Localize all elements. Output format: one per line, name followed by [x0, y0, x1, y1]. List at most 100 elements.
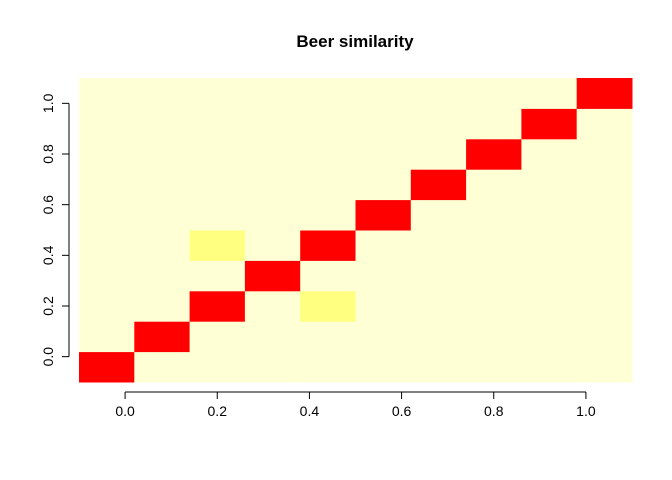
heatmap-cell — [244, 108, 301, 140]
heatmap-cell — [355, 321, 412, 353]
axes: 0.0 0.2 0.4 0.6 0.8 1.0 0.0 0.2 0.4 0.6 0.8 1.0 — [40, 93, 596, 419]
heatmap-cell — [300, 169, 356, 201]
heatmap-cell — [189, 321, 246, 353]
heatmap-cell — [189, 169, 246, 201]
heatmap-cell — [244, 169, 301, 201]
heatmap-cell — [79, 290, 135, 322]
heatmap-cell — [189, 199, 246, 231]
heatmap-cell — [521, 108, 578, 140]
heatmap-cell — [355, 108, 412, 140]
heatmap-cell — [79, 78, 135, 109]
heatmap-cell — [189, 260, 246, 292]
x-tick-label: 0.6 — [392, 403, 412, 419]
heatmap-cell — [521, 78, 578, 109]
heatmap-cell — [79, 108, 135, 140]
heatmap-cell — [410, 351, 467, 383]
heatmap-cell — [410, 321, 467, 353]
heatmap-cell — [355, 351, 412, 383]
heatmap-cell — [466, 321, 522, 353]
chart-title: Beer similarity — [296, 32, 414, 51]
heatmap-cell — [355, 199, 412, 231]
heatmap-cell — [410, 108, 467, 140]
heatmap-cell — [134, 199, 191, 231]
x-tick-label: 0.8 — [484, 403, 504, 419]
heatmap-cell — [410, 290, 467, 322]
x-tick-label: 1.0 — [576, 403, 596, 419]
heatmap-cell — [466, 169, 522, 201]
heatmap-cell — [79, 138, 135, 170]
heatmap-cell — [134, 138, 191, 170]
heatmap-cell — [355, 78, 412, 109]
heatmap-cell — [134, 108, 191, 140]
heatmap-cell — [79, 351, 135, 383]
heatmap-cell — [410, 78, 467, 109]
y-tick-label: 0.2 — [40, 296, 56, 316]
heatmap-cell — [300, 138, 356, 170]
heatmap-cell — [244, 260, 301, 292]
heatmap-cell — [576, 321, 633, 353]
heatmap-cell — [521, 290, 578, 322]
heatmap-cell — [244, 199, 301, 231]
x-tick-label: 0.4 — [300, 403, 320, 419]
heatmap-cell — [300, 230, 356, 261]
heatmap-cell — [576, 351, 633, 383]
heatmap-cell — [189, 138, 246, 170]
heatmap-cell — [300, 108, 356, 140]
heatmap-cell — [134, 321, 191, 353]
heatmap-cell — [576, 290, 633, 322]
heatmap-cell — [79, 260, 135, 292]
heatmap-cell — [300, 351, 356, 383]
heatmap-cell — [410, 230, 467, 261]
heatmap-cell — [79, 169, 135, 201]
heatmap-cell — [466, 138, 522, 170]
heatmap-cell — [521, 321, 578, 353]
heatmap-cell — [576, 230, 633, 261]
heatmap-cell — [189, 230, 246, 261]
heatmap-cell — [521, 138, 578, 170]
heatmap-cell — [576, 138, 633, 170]
heatmap-cell — [410, 138, 467, 170]
heatmap-cell — [300, 78, 356, 109]
heatmap-cell — [189, 351, 246, 383]
heatmap-cells — [79, 78, 633, 383]
heatmap-cell — [79, 230, 135, 261]
heatmap-cell — [466, 351, 522, 383]
heatmap-cell — [189, 78, 246, 109]
heatmap-cell — [134, 260, 191, 292]
heatmap-cell — [244, 230, 301, 261]
heatmap-cell — [355, 260, 412, 292]
heatmap-cell — [355, 290, 412, 322]
heatmap-cell — [355, 138, 412, 170]
heatmap-cell — [300, 260, 356, 292]
heatmap-cell — [466, 290, 522, 322]
heatmap-cell — [189, 108, 246, 140]
heatmap-cell — [244, 78, 301, 109]
y-tick-label: 0.8 — [40, 144, 56, 164]
heatmap-cell — [576, 108, 633, 140]
heatmap-cell — [576, 78, 633, 109]
y-tick-label: 1.0 — [40, 93, 56, 113]
heatmap-cell — [410, 199, 467, 231]
heatmap-cell — [466, 260, 522, 292]
heatmap-cell — [521, 230, 578, 261]
heatmap-cell — [410, 169, 467, 201]
heatmap-cell — [134, 230, 191, 261]
heatmap-cell — [244, 351, 301, 383]
heatmap-cell — [244, 138, 301, 170]
heatmap-cell — [576, 199, 633, 231]
heatmap-cell — [134, 169, 191, 201]
heatmap-cell — [521, 199, 578, 231]
heatmap-cell — [300, 321, 356, 353]
heatmap-cell — [79, 321, 135, 353]
heatmap-cell — [466, 108, 522, 140]
heatmap-cell — [244, 290, 301, 322]
heatmap-cell — [521, 351, 578, 383]
heatmap-cell — [134, 290, 191, 322]
heatmap-cell — [576, 169, 633, 201]
y-tick-label: 0.0 — [40, 347, 56, 367]
y-tick-label: 0.6 — [40, 195, 56, 215]
heatmap-cell — [466, 78, 522, 109]
heatmap-cell — [189, 290, 246, 322]
heatmap-cell — [300, 290, 356, 322]
